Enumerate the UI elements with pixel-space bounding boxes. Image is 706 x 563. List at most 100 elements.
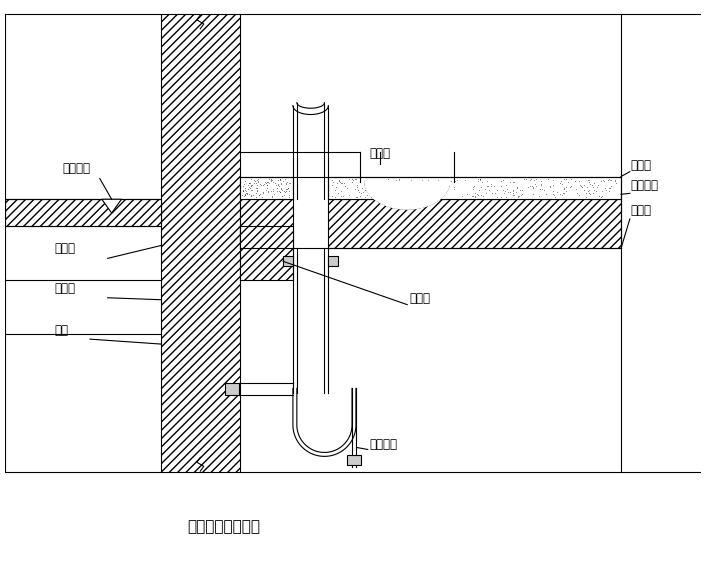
Point <box>266 192 277 201</box>
Point <box>409 181 421 190</box>
Point <box>352 182 363 191</box>
Point <box>507 186 518 195</box>
Point <box>376 176 387 185</box>
Point <box>245 175 256 184</box>
Point <box>591 186 602 195</box>
Point <box>450 177 461 186</box>
Point <box>476 177 487 186</box>
Point <box>429 181 440 190</box>
Point <box>423 186 434 195</box>
Point <box>374 188 385 197</box>
Point <box>589 178 600 187</box>
Point <box>349 184 360 193</box>
Point <box>353 186 364 195</box>
Point <box>282 184 294 193</box>
Point <box>597 176 608 185</box>
Point <box>505 187 516 196</box>
Point <box>419 185 430 194</box>
Point <box>352 192 363 201</box>
Text: 排水立管: 排水立管 <box>370 437 397 450</box>
Point <box>240 186 251 195</box>
Point <box>596 192 607 201</box>
Polygon shape <box>365 181 450 209</box>
Point <box>536 184 547 193</box>
Point <box>399 185 410 194</box>
Point <box>557 180 568 189</box>
Point <box>394 185 405 194</box>
Point <box>261 184 273 193</box>
Point <box>276 178 287 187</box>
Point <box>276 186 287 195</box>
Point <box>498 186 509 195</box>
Point <box>489 188 501 197</box>
Point <box>356 188 367 197</box>
Point <box>433 175 444 184</box>
Point <box>520 175 532 184</box>
Point <box>284 193 295 202</box>
Point <box>243 179 254 188</box>
Point <box>263 186 274 195</box>
Point <box>342 184 353 193</box>
Point <box>271 180 282 189</box>
Point <box>436 185 448 194</box>
Point <box>383 185 394 194</box>
Point <box>565 175 576 184</box>
Point <box>511 182 522 191</box>
Point <box>397 193 409 202</box>
Point <box>254 180 265 189</box>
Point <box>491 193 503 202</box>
Point <box>253 190 265 199</box>
Point <box>251 192 262 201</box>
Point <box>474 176 486 185</box>
Point <box>417 176 428 185</box>
Point <box>272 176 283 185</box>
Point <box>502 187 513 196</box>
Point <box>261 181 273 190</box>
Point <box>251 186 263 195</box>
Point <box>535 180 546 189</box>
Point <box>452 176 463 185</box>
Point <box>583 177 594 186</box>
Point <box>370 193 381 202</box>
Point <box>244 178 255 187</box>
Bar <box>161 14 240 472</box>
Point <box>279 186 290 195</box>
Bar <box>5 199 161 226</box>
Point <box>423 183 434 192</box>
Point <box>251 189 262 198</box>
Point <box>326 192 337 201</box>
Point <box>530 175 542 184</box>
Point <box>513 191 524 200</box>
Point <box>386 192 397 201</box>
Point <box>547 180 558 189</box>
Point <box>270 178 281 187</box>
Point <box>378 187 389 196</box>
Point <box>265 176 277 185</box>
Point <box>428 189 439 198</box>
Point <box>417 180 429 189</box>
Point <box>467 191 479 200</box>
Point <box>347 176 358 185</box>
Point <box>263 175 274 184</box>
Point <box>575 181 586 190</box>
Point <box>268 185 279 194</box>
Point <box>238 186 249 195</box>
Point <box>329 186 340 195</box>
Point <box>282 177 293 186</box>
Point <box>371 187 383 196</box>
Point <box>390 175 402 184</box>
Point <box>239 191 251 200</box>
Text: 防水层: 防水层 <box>631 204 652 217</box>
Point <box>328 177 339 186</box>
Bar <box>240 199 293 248</box>
Point <box>419 189 430 198</box>
Point <box>332 178 343 187</box>
Point <box>535 180 546 189</box>
Point <box>468 181 479 190</box>
Point <box>508 177 519 186</box>
Point <box>583 189 594 198</box>
Point <box>409 184 421 193</box>
Point <box>596 186 607 195</box>
Point <box>547 186 558 195</box>
Point <box>431 179 442 188</box>
